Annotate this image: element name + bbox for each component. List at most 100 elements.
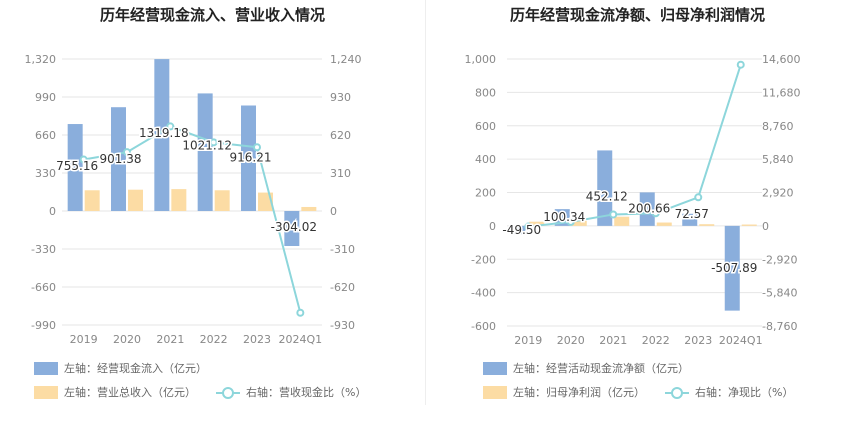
right-axis-tick-label: -8,760: [762, 320, 797, 333]
legend-item-cash-inflow[interactable]: 左轴：经营现金流入（亿元）: [34, 360, 207, 376]
legend-swatch: [483, 385, 507, 399]
legend-swatch: [34, 385, 58, 399]
line-point: [253, 143, 261, 152]
right-axis-tick-label: -310: [330, 243, 355, 256]
bar: [111, 107, 126, 211]
legend-item-revenue[interactable]: 左轴：营业总收入（亿元）: [34, 384, 196, 400]
x-axis-tick-label: 2020: [113, 333, 141, 346]
x-axis-tick-label: 2021: [599, 334, 627, 347]
line-series: [528, 64, 742, 228]
bar: [512, 225, 528, 235]
left-axis-tick-label: -200: [471, 253, 496, 266]
right-axis-tick-label: -5,840: [762, 287, 797, 300]
bar: [656, 222, 672, 226]
right-axis-tick-label: 8,760: [762, 120, 794, 133]
right-axis-tick-label: -2,920: [762, 253, 797, 266]
legend-item-net-profit[interactable]: 左轴：归母净利润（亿元）: [483, 384, 645, 400]
legend-label: 左轴：归母净利润（亿元）: [513, 386, 645, 399]
line-series: [83, 125, 302, 313]
legend-item-cash-revenue-ratio[interactable]: 右轴：营收现金比（%）: [216, 384, 366, 400]
right-axis-tick-label: 11,680: [762, 86, 801, 99]
bar: [241, 105, 256, 211]
legend-swatch: [34, 361, 58, 375]
bar: [284, 211, 300, 247]
legend-swatch: [483, 361, 507, 375]
x-axis-tick-label: 2019: [70, 333, 98, 346]
bar: [301, 206, 317, 211]
bar: [529, 221, 545, 226]
panel-divider: [425, 0, 426, 405]
legend-label: 右轴：营收现金比（%）: [246, 386, 367, 399]
data-label: -304.02: [271, 220, 317, 234]
x-axis-tick-label: 2024Q1: [279, 333, 323, 346]
left-axis-tick-label: 400: [475, 153, 496, 166]
left-axis-tick-label: -600: [471, 320, 496, 333]
right-axis-tick-label: -930: [330, 319, 355, 332]
chart-plot: 1,000 800 600 400 200 0 -200 -400 -600 14,600 11,6…: [465, 53, 801, 347]
data-label: 755.16: [56, 159, 98, 173]
line-point: [296, 308, 305, 317]
bar: [128, 189, 143, 211]
left-axis-tick-label: -990: [31, 319, 56, 332]
x-axis-tick-label: 2022: [200, 333, 228, 346]
bar: [197, 93, 213, 211]
bar: [214, 190, 230, 211]
data-label: 100.34: [543, 210, 585, 224]
bar: [67, 124, 83, 211]
left-axis-tick-label: 0: [489, 220, 496, 233]
bar: [614, 216, 630, 226]
legend-swatch: [216, 386, 240, 399]
bar: [597, 150, 613, 226]
chart-plot: 1,320 990 660 330 0 -330 -660 -990 1,240 930 620 31…: [25, 53, 362, 346]
x-axis-tick-label: 2020: [557, 334, 585, 347]
left-axis-tick-label: 330: [35, 167, 56, 180]
data-label: -507.89: [711, 261, 757, 275]
left-axis-tick-label: 200: [475, 187, 496, 200]
right-axis-tick-label: 0: [762, 220, 769, 233]
left-axis-tick-label: 1,000: [465, 53, 497, 66]
legend-label: 左轴：营业总收入（亿元）: [64, 386, 196, 399]
data-label: 200.66: [628, 201, 670, 215]
x-axis-tick-label: 2021: [156, 333, 184, 346]
bar: [639, 192, 655, 226]
legend-label: 左轴：经营活动现金流净额（亿元）: [513, 362, 689, 375]
line-point: [123, 148, 131, 157]
left-axis-tick-label: 1,320: [25, 53, 57, 66]
line-point: [736, 60, 745, 69]
x-axis-tick-label: 2019: [514, 334, 542, 347]
line-point: [209, 138, 218, 147]
data-label: 72.57: [675, 207, 709, 221]
right-axis-tick-label: 620: [330, 129, 351, 142]
data-label: 1021.12: [182, 138, 232, 152]
data-label: 916.21: [230, 150, 272, 164]
chart-title: 历年经营现金流净额、归母净利润情况: [509, 6, 765, 24]
left-axis-tick-label: 990: [35, 91, 56, 104]
right-axis-tick-label: 5,840: [762, 153, 794, 166]
left-axis-tick-label: 800: [475, 86, 496, 99]
data-label: 452.12: [586, 189, 628, 203]
bar: [571, 220, 587, 226]
x-axis-tick-label: 2024Q1: [719, 334, 763, 347]
line-point: [566, 217, 575, 226]
line-point: [651, 209, 660, 218]
legend-item-net-cash-ratio[interactable]: 右轴：净现比（%）: [665, 384, 793, 400]
right-axis-tick-label: -620: [330, 281, 355, 294]
legend-swatch: [665, 386, 689, 399]
chart-title: 历年经营现金流入、营业收入情况: [99, 6, 325, 24]
right-axis-tick-label: 2,920: [762, 187, 794, 200]
chart-panel-cashflow-revenue: 历年经营现金流入、营业收入情况 1,320 990 660 330 0 -330 -660 -…: [25, 6, 367, 400]
line-point: [609, 210, 618, 219]
legend-item-net-operating-cash[interactable]: 左轴：经营活动现金流净额（亿元）: [483, 360, 689, 376]
data-label: -49.50: [502, 223, 541, 237]
chart-panel-netcash-profit: 历年经营现金流净额、归母净利润情况 1,000 800 600 400 200 0 -200…: [425, 0, 850, 437]
left-axis-tick-label: 600: [475, 120, 496, 133]
bar: [724, 225, 740, 311]
right-axis-tick-label: 14,600: [762, 53, 801, 66]
x-axis-tick-label: 2023: [684, 334, 712, 347]
right-axis-tick-label: 1,240: [330, 53, 362, 66]
data-label: 1319.18: [139, 126, 189, 140]
legend-label: 左轴：经营现金流入（亿元）: [64, 362, 207, 375]
bar: [171, 189, 187, 211]
left-axis-tick-label: 660: [35, 129, 56, 142]
left-axis-tick-label: -330: [31, 243, 56, 256]
